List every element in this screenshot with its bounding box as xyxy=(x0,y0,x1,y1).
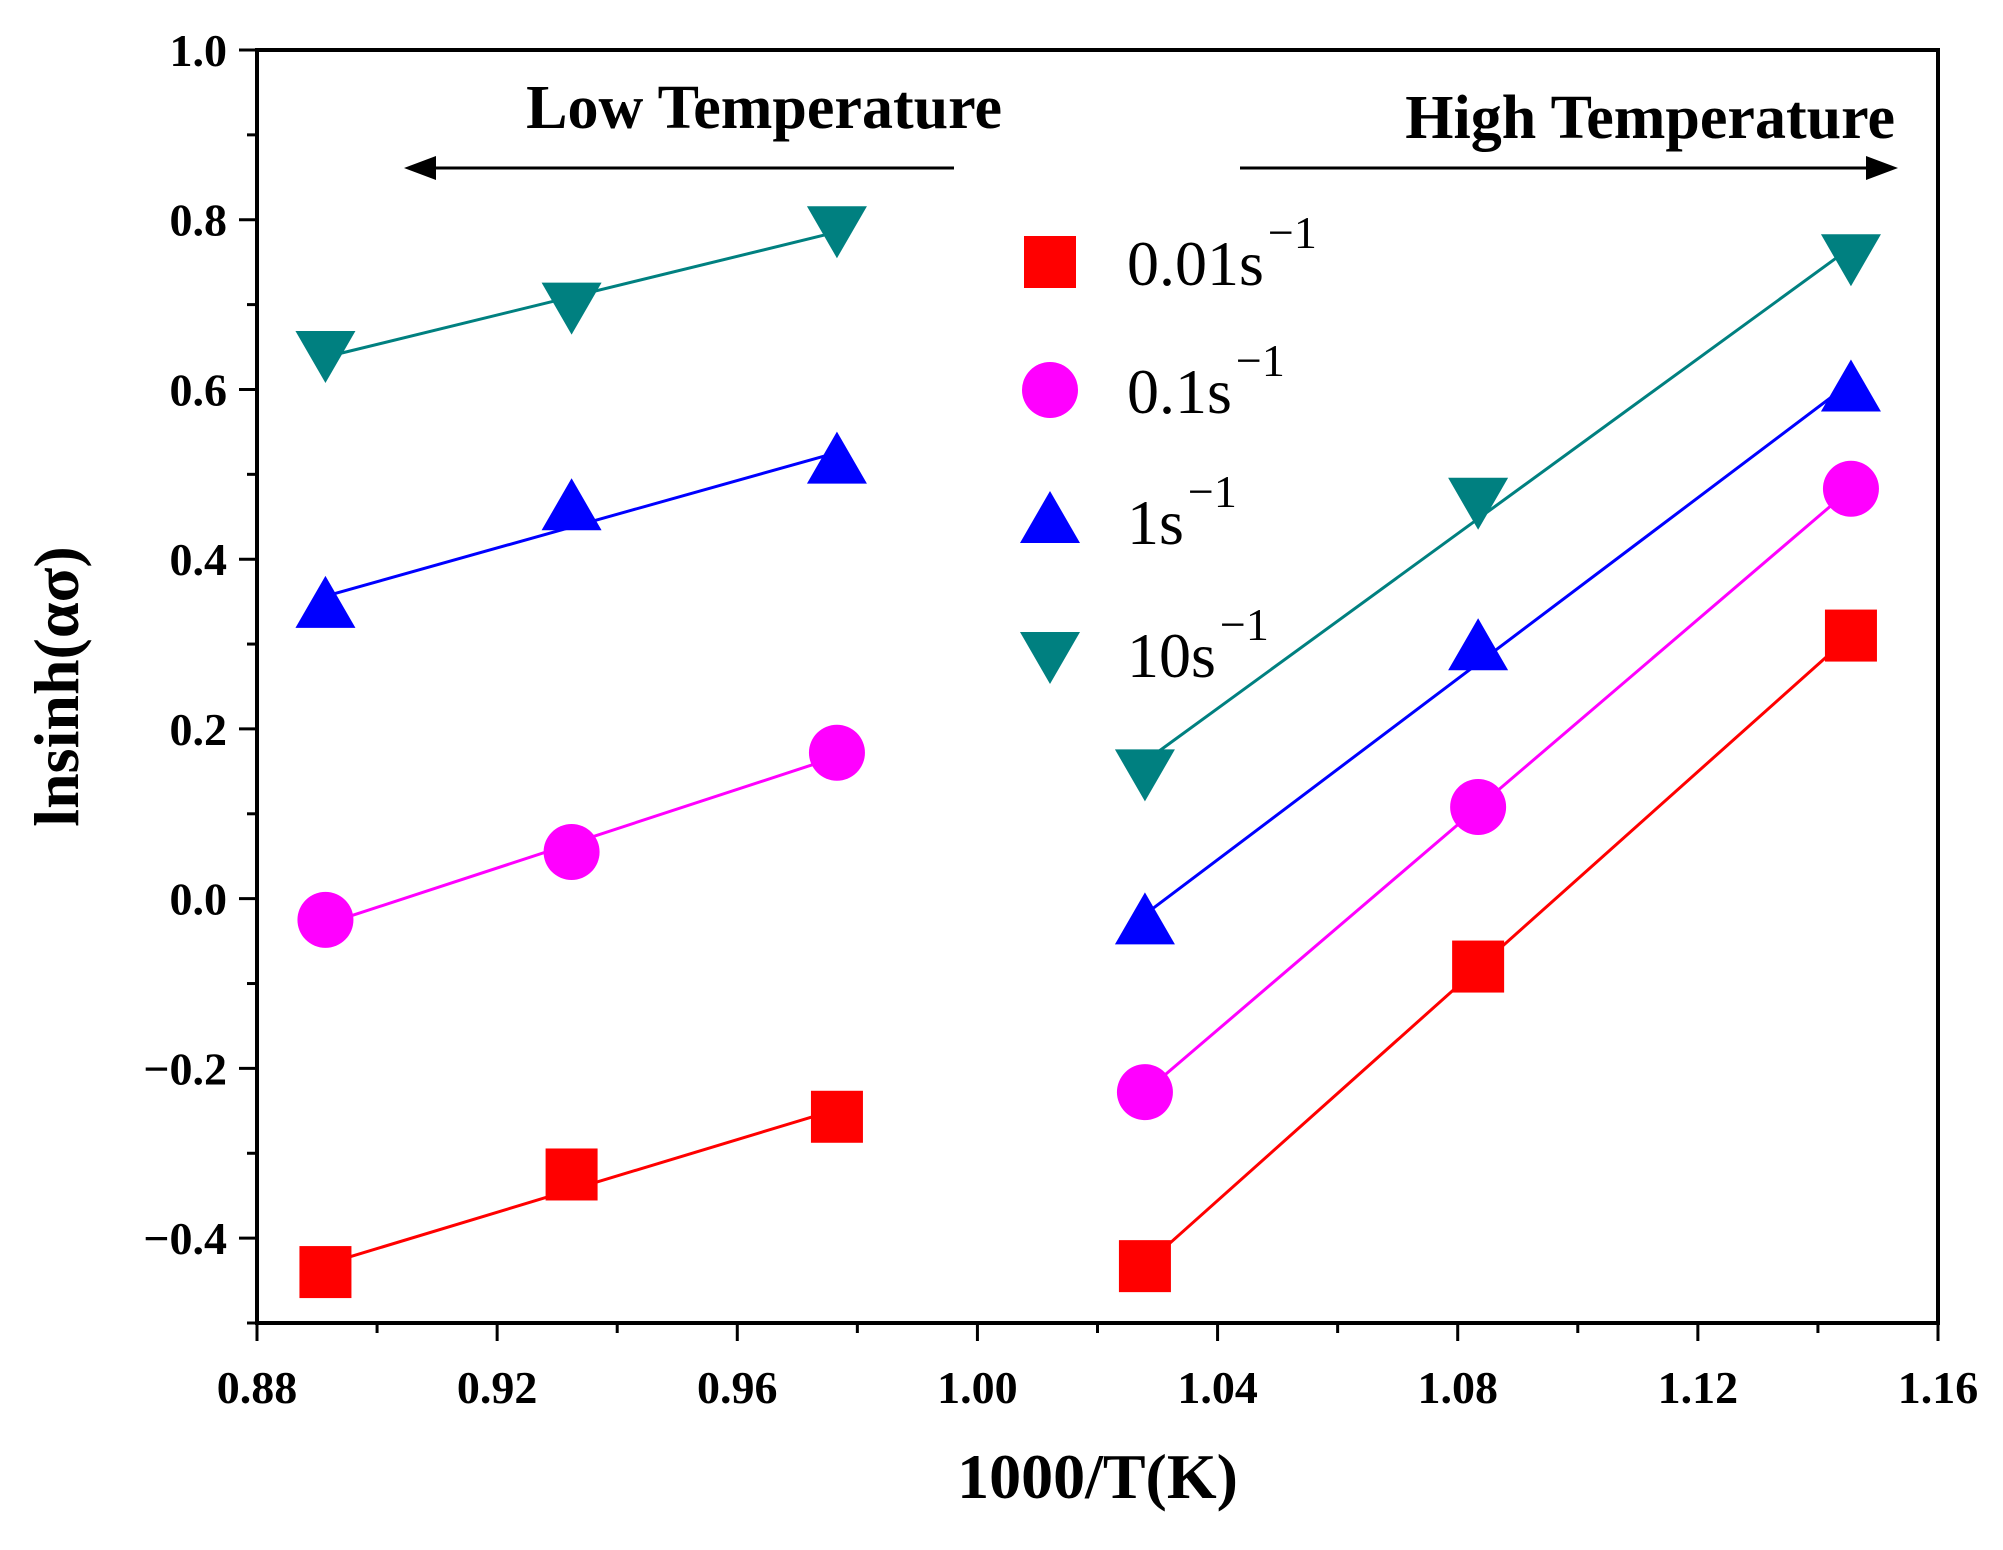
data-point-triangle-down-high xyxy=(1114,749,1175,802)
legend-label-exponent: −1 xyxy=(1236,335,1285,386)
arrow-left-head xyxy=(404,156,436,180)
data-point-circle-high xyxy=(1450,779,1507,836)
y-tick-label: 1.0 xyxy=(170,25,228,76)
y-tick-label: −0.4 xyxy=(143,1213,227,1264)
data-point-triangle-up-high xyxy=(1820,359,1881,412)
data-point-circle-low xyxy=(808,724,865,781)
annotation-high-temperature: High Temperature xyxy=(1405,84,1895,152)
data-point-triangle-up-low xyxy=(806,431,867,484)
data-point-circle-high xyxy=(1822,460,1879,517)
legend-label-exponent: −1 xyxy=(1268,207,1317,258)
y-tick-label: 0.0 xyxy=(170,874,228,925)
data-point-circle-low xyxy=(297,891,354,948)
legend-marker-circle xyxy=(1022,362,1078,418)
y-tick-label: 0.2 xyxy=(170,704,228,755)
legend-marker-triangle-up xyxy=(1020,491,1080,543)
legend-label-exponent: −1 xyxy=(1220,599,1269,650)
legend-marker-square xyxy=(1024,236,1076,288)
x-axis-title: 1000/T(K) xyxy=(957,1441,1238,1512)
data-point-triangle-down-low xyxy=(295,330,356,383)
x-tick-label: 1.00 xyxy=(937,1362,1018,1413)
data-point-square-high xyxy=(1452,940,1505,993)
x-tick-label: 0.96 xyxy=(697,1362,778,1413)
fit-line-triangle-down-high xyxy=(1144,246,1852,763)
y-tick-label: 0.6 xyxy=(170,364,228,415)
plot-frame xyxy=(255,48,1940,1325)
x-tick-label: 0.88 xyxy=(217,1362,298,1413)
data-point-triangle-down-low xyxy=(541,282,602,335)
legend-label: 0.01s xyxy=(1127,228,1264,299)
legend-label: 0.1s xyxy=(1127,356,1232,427)
data-point-triangle-up-high xyxy=(1114,892,1175,945)
arrow-right-head xyxy=(1866,156,1898,180)
data-point-triangle-down-low xyxy=(806,206,867,259)
annotation-low-temperature: Low Temperature xyxy=(526,74,1002,142)
data-point-triangle-up-low xyxy=(295,575,356,628)
x-tick-label: 1.08 xyxy=(1417,1362,1498,1413)
data-point-square-low xyxy=(299,1246,352,1299)
data-point-triangle-up-low xyxy=(541,478,602,531)
x-tick-label: 1.04 xyxy=(1177,1362,1258,1413)
x-tick-label: 1.16 xyxy=(1898,1362,1979,1413)
legend-label: 10s xyxy=(1127,620,1216,691)
data-point-triangle-down-high xyxy=(1820,234,1881,287)
fit-line-triangle-up-high xyxy=(1144,381,1852,916)
data-point-circle-low xyxy=(543,823,600,880)
legend-label: 1s xyxy=(1127,487,1184,558)
data-point-square-low xyxy=(810,1090,863,1143)
data-point-square-high xyxy=(1824,609,1877,662)
data-point-square-low xyxy=(545,1148,598,1201)
data-point-triangle-up-high xyxy=(1448,618,1509,671)
data-point-square-high xyxy=(1118,1240,1171,1293)
x-tick-label: 1.12 xyxy=(1658,1362,1739,1413)
y-tick-label: 0.8 xyxy=(170,195,228,246)
x-tick-label: 0.92 xyxy=(457,1362,538,1413)
data-point-triangle-down-high xyxy=(1448,477,1509,530)
y-axis-title: lnsinh(ασ) xyxy=(21,546,92,826)
legend-marker-triangle-down xyxy=(1020,632,1080,684)
y-tick-label: 0.4 xyxy=(170,534,228,585)
legend-label-exponent: −1 xyxy=(1188,466,1237,517)
y-tick-label: −0.2 xyxy=(143,1043,227,1094)
data-point-circle-high xyxy=(1116,1064,1173,1121)
